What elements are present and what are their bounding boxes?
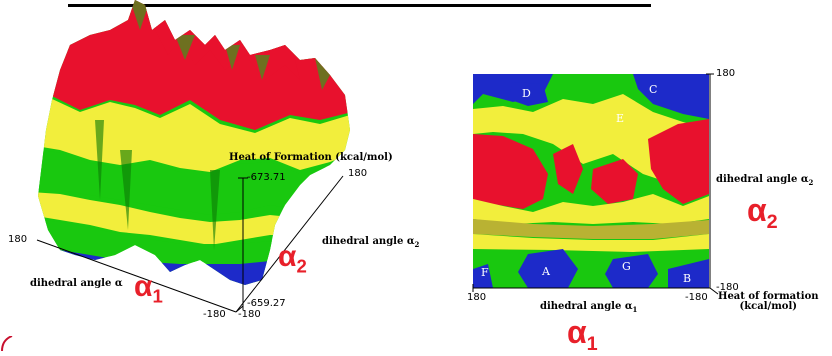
region-a: A: [542, 265, 550, 278]
right-alpha2-axis-label: dihedral angle α2: [716, 174, 814, 187]
tick-180-right: 180: [348, 168, 368, 179]
region-f: F: [481, 266, 489, 279]
heat-label-line1: Heat of formation: [718, 291, 819, 302]
right-alpha1-symbol: α1: [567, 314, 598, 355]
heat-of-formation-label: Heat of formation (kcal/mol): [718, 292, 819, 312]
left-alpha2-symbol: α2: [278, 240, 307, 277]
right-tick-bottom-left: 180: [467, 292, 487, 303]
left-alpha2-axis-label: dihedral angle α2: [322, 236, 420, 249]
region-c: C: [649, 83, 658, 96]
right-tick-bottom-right: -180: [716, 282, 739, 293]
right-alpha1-axis-label: dihedral angle α1: [540, 301, 638, 314]
left-alpha1-symbol: α1: [134, 270, 163, 307]
region-b: B: [683, 272, 692, 285]
left-surface-plot: [36, 0, 350, 313]
corner-arc: [1, 336, 13, 351]
top-rule: [68, 4, 651, 7]
right-alpha2-symbol: α2: [747, 192, 778, 233]
right-map-axes: [472, 73, 719, 295]
z-min-label: -659.27: [247, 298, 286, 309]
right-contour-map: [473, 74, 709, 288]
region-e: E: [616, 112, 625, 125]
z-axis-title: Heat of Formation (kcal/mol): [229, 152, 393, 163]
tick-minus180-a: -180: [203, 309, 226, 320]
heat-label-line2: (kcal/mol): [739, 301, 797, 312]
tick-180-left: 180: [8, 234, 28, 245]
z-max-label: -673.71: [247, 172, 286, 183]
region-g: G: [622, 260, 631, 273]
right-tick-bottom-mid: -180: [685, 292, 708, 303]
right-tick-top: 180: [716, 68, 736, 79]
tick-minus180-b: -180: [238, 309, 261, 320]
left-alpha1-axis-label: dihedral angle α: [30, 278, 123, 289]
region-d: D: [522, 87, 531, 100]
